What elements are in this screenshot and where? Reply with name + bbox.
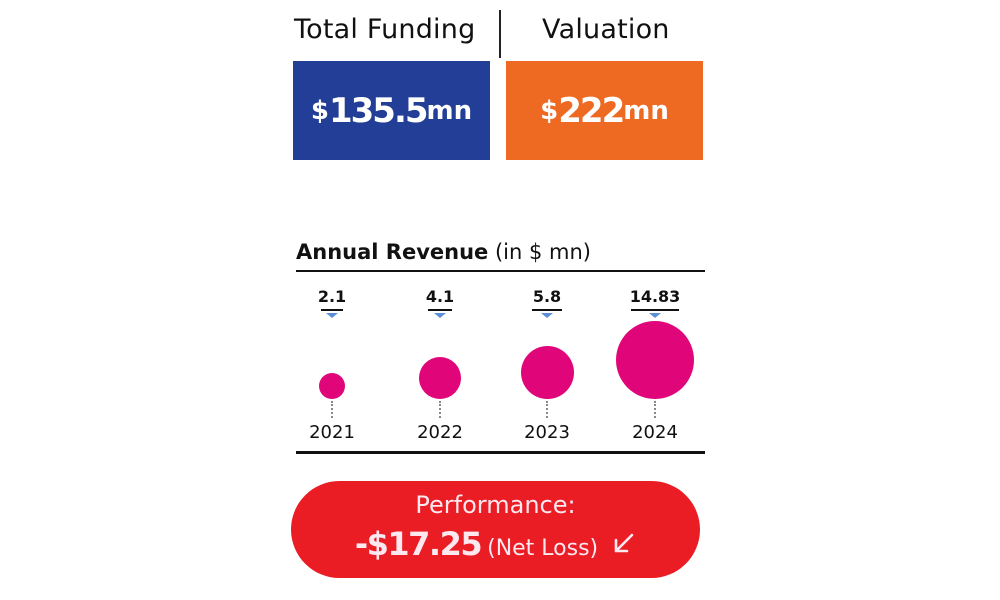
funding-unit: mn — [426, 95, 473, 126]
valuation-value: 222 — [558, 90, 625, 131]
value-label-2022: 4.1 — [425, 287, 455, 306]
year-label-2023: 2023 — [524, 422, 570, 443]
dotted-connector — [546, 401, 548, 418]
chart-title-main: Annual Revenue — [296, 240, 489, 264]
funding-value: 135.5 — [328, 90, 429, 131]
net-loss-note: (Net Loss) — [487, 536, 599, 561]
dotted-connector — [439, 401, 441, 418]
bubble-2023 — [521, 346, 574, 399]
valuation-label: Valuation — [542, 14, 670, 45]
funding-currency: $ — [310, 95, 329, 126]
year-label-2021: 2021 — [309, 422, 355, 443]
value-label-2024: 14.83 — [629, 287, 681, 306]
value-underline — [321, 309, 343, 311]
value-underline — [428, 309, 452, 311]
total-funding-box: $135.5 mn — [293, 61, 490, 160]
bubble-2022 — [419, 357, 461, 399]
year-label-2024: 2024 — [632, 422, 678, 443]
valuation-unit: mn — [623, 95, 669, 126]
value-label-2023: 5.8 — [532, 287, 562, 306]
dotted-connector — [331, 401, 333, 418]
total-funding-label: Total Funding — [294, 14, 476, 45]
pointer-triangle-icon — [326, 313, 338, 318]
arrow-down-left-icon — [612, 531, 636, 555]
value-label-2021: 2.1 — [317, 287, 347, 306]
chart-title: Annual Revenue (in $ mn) — [296, 240, 591, 264]
value-underline — [532, 309, 562, 311]
value-underline — [631, 309, 679, 311]
chart-bottom-rule — [296, 451, 705, 454]
valuation-currency: $ — [540, 95, 559, 126]
performance-value-row: -$17.25 (Net Loss) — [291, 525, 700, 563]
header-divider — [499, 10, 501, 58]
performance-banner: Performance: -$17.25 (Net Loss) — [291, 481, 700, 578]
dotted-connector — [654, 401, 656, 418]
chart-top-rule — [296, 270, 705, 272]
chart-title-sub: (in $ mn) — [494, 240, 591, 264]
bubble-2021 — [319, 373, 345, 399]
pointer-triangle-icon — [649, 313, 661, 318]
pointer-triangle-icon — [434, 313, 446, 318]
bubble-2024 — [616, 321, 694, 399]
valuation-box: $222 mn — [506, 61, 703, 160]
pointer-triangle-icon — [541, 313, 553, 318]
year-label-2022: 2022 — [417, 422, 463, 443]
net-loss-amount: -$17.25 — [354, 525, 483, 563]
performance-label: Performance: — [415, 491, 576, 519]
